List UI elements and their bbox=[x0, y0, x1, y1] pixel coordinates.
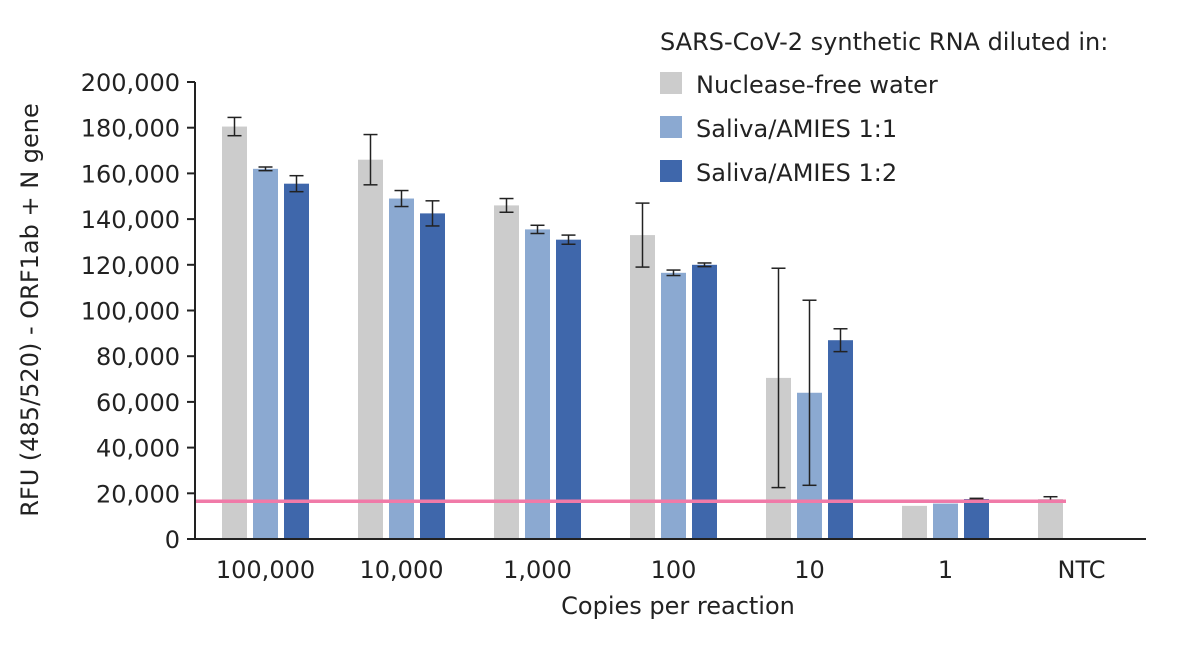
bar bbox=[1038, 499, 1063, 539]
legend-label: Saliva/AMIES 1:1 bbox=[696, 115, 897, 143]
bar bbox=[358, 159, 383, 539]
bar bbox=[389, 198, 414, 539]
y-axis-ticks: 0 20,000 40,000 60,000 80,000 100,000 120,000 1… bbox=[81, 69, 195, 554]
axes bbox=[194, 82, 1146, 540]
x-tick-label: 10 bbox=[794, 556, 825, 584]
bar bbox=[222, 126, 247, 540]
x-axis-ticks: 100,000 10,000 1,000 100 10 1 NTC bbox=[216, 556, 1106, 584]
bar bbox=[253, 168, 278, 539]
bar bbox=[556, 239, 581, 540]
legend-swatch bbox=[660, 116, 682, 138]
legend-title: SARS-CoV-2 synthetic RNA diluted in: bbox=[660, 28, 1108, 56]
error-bars bbox=[227, 116, 1058, 503]
bar bbox=[525, 229, 550, 539]
bar bbox=[661, 272, 686, 539]
bar bbox=[284, 183, 309, 539]
bar bbox=[964, 499, 989, 539]
y-tick-label: 120,000 bbox=[81, 252, 180, 280]
y-axis-title: RFU (485/520) - ORF1ab + N gene bbox=[16, 103, 44, 517]
legend-label: Nuclease-free water bbox=[696, 71, 938, 99]
legend: SARS-CoV-2 synthetic RNA diluted in: Nuc… bbox=[660, 28, 1108, 187]
bar bbox=[420, 213, 445, 539]
y-tick-label: 160,000 bbox=[81, 160, 180, 188]
y-tick-label: 180,000 bbox=[81, 115, 180, 143]
y-tick-label: 40,000 bbox=[96, 435, 180, 463]
legend-swatch bbox=[660, 160, 682, 182]
x-axis-title: Copies per reaction bbox=[561, 592, 795, 620]
bar bbox=[630, 235, 655, 539]
legend-label: Saliva/AMIES 1:2 bbox=[696, 159, 897, 187]
bar bbox=[494, 205, 519, 539]
x-tick-label: 1 bbox=[938, 556, 953, 584]
y-tick-label: 80,000 bbox=[96, 343, 180, 371]
y-tick-label: 100,000 bbox=[81, 298, 180, 326]
bars bbox=[222, 126, 1063, 540]
y-tick-label: 20,000 bbox=[96, 480, 180, 508]
x-tick-label: 1,000 bbox=[503, 556, 572, 584]
x-tick-label: 10,000 bbox=[360, 556, 444, 584]
bar bbox=[692, 264, 717, 539]
x-tick-label: 100,000 bbox=[216, 556, 315, 584]
y-tick-label: 0 bbox=[165, 526, 180, 554]
x-tick-label: NTC bbox=[1058, 556, 1106, 584]
y-tick-label: 140,000 bbox=[81, 206, 180, 234]
bar bbox=[933, 503, 958, 539]
y-tick-label: 60,000 bbox=[96, 389, 180, 417]
bar bbox=[828, 340, 853, 539]
legend-swatch bbox=[660, 72, 682, 94]
bar bbox=[902, 505, 927, 539]
x-tick-label: 100 bbox=[651, 556, 697, 584]
y-tick-label: 200,000 bbox=[81, 69, 180, 97]
